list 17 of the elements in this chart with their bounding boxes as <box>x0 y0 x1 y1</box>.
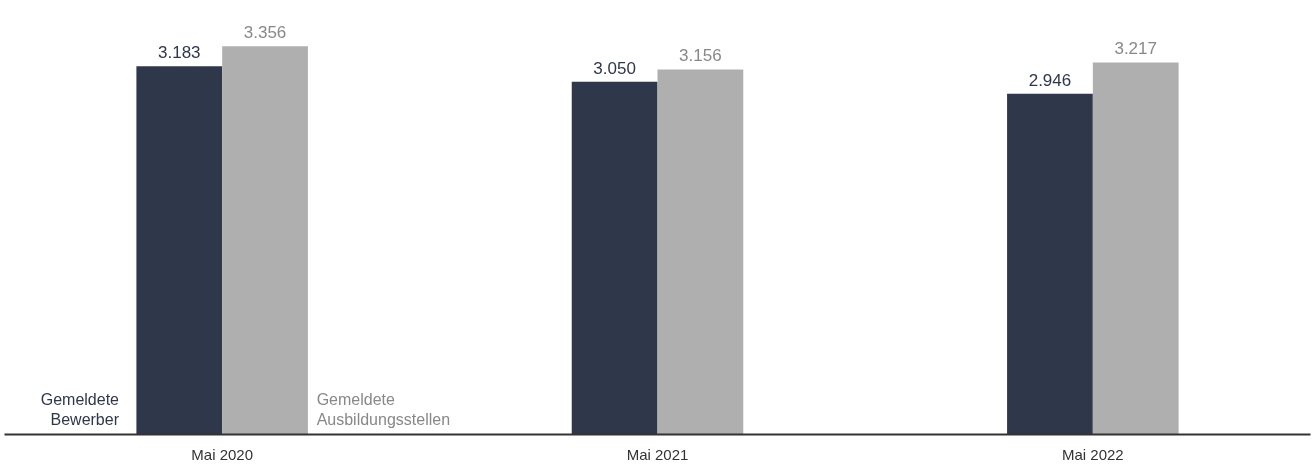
series-label: Gemeldete Bewerber <box>40 391 120 429</box>
bar <box>571 81 658 435</box>
x-tick-label: Mai 2020 <box>191 445 254 463</box>
data-label: 3.217 <box>1114 39 1157 59</box>
bar <box>222 46 308 435</box>
bar <box>1007 93 1093 435</box>
data-label: 3.156 <box>679 46 722 66</box>
data-label: 2.946 <box>1028 70 1072 90</box>
data-label: 3.356 <box>243 23 287 43</box>
data-label: 3.183 <box>158 43 201 63</box>
series-label: Gemeldete Ausbildungsstellen <box>316 391 451 429</box>
data-label: 3.050 <box>593 58 636 78</box>
x-tick-label: Mai 2022 <box>1061 445 1124 463</box>
bar <box>136 66 223 435</box>
x-tick-label: Mai 2021 <box>626 445 689 463</box>
bar <box>1092 62 1179 435</box>
bar <box>657 69 744 435</box>
